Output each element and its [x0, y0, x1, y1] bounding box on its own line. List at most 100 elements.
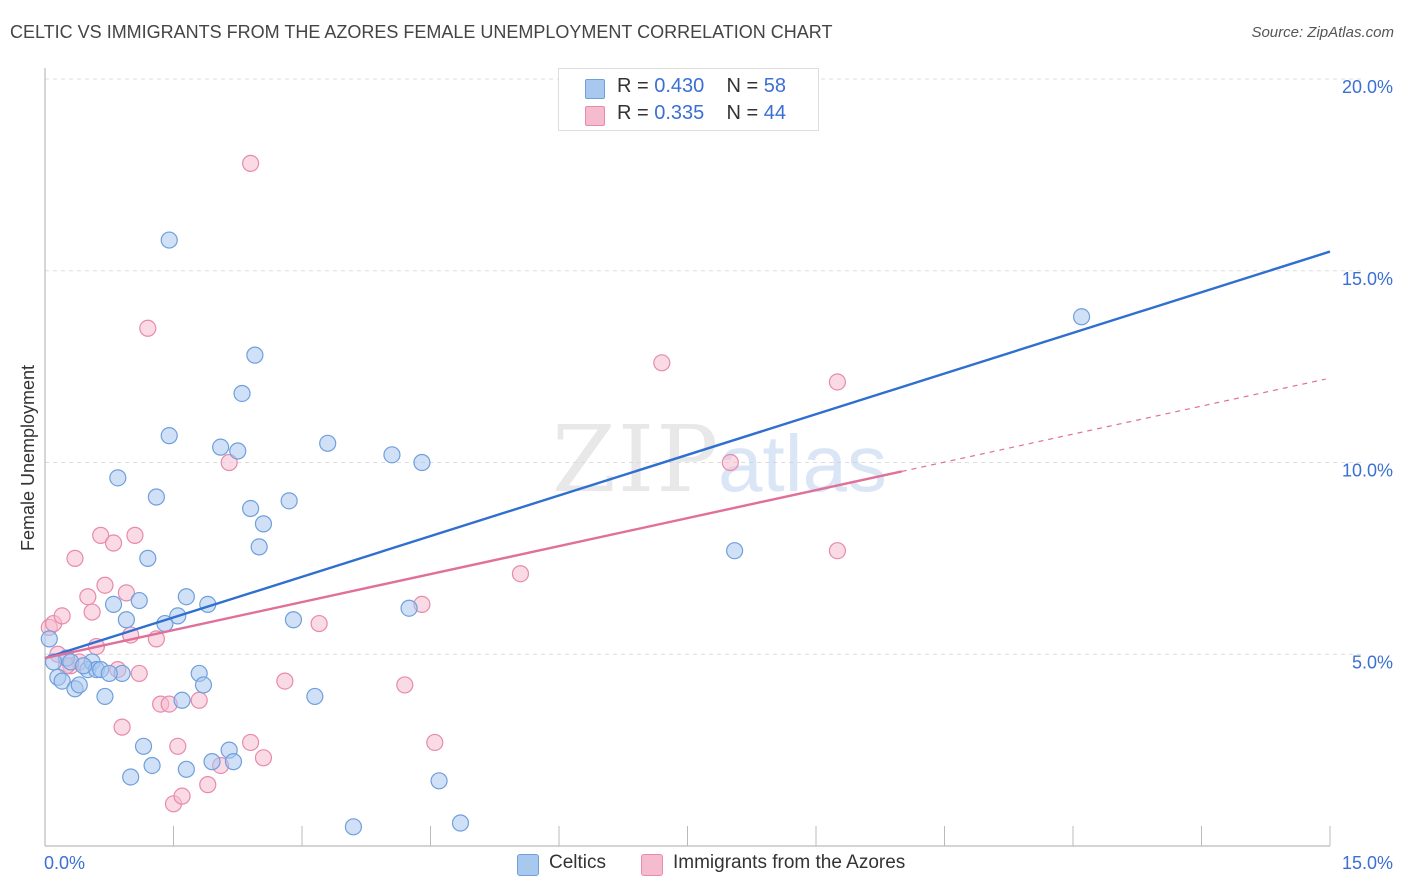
celtics-point [139, 549, 157, 567]
azores-point [79, 588, 97, 606]
y-axis-label: Female Unemployment [18, 365, 38, 551]
azores-point [169, 737, 187, 755]
celtics-point [177, 760, 195, 778]
azores-point [104, 534, 123, 552]
azores-point [117, 584, 135, 602]
watermark-atlas: atlas [718, 419, 887, 508]
stats-legend: R = 0.430 N = 58 R = 0.335 N = 44 [558, 68, 819, 131]
celtics-point [100, 664, 118, 683]
azores-point [83, 603, 101, 621]
azores-point [199, 776, 217, 794]
celtics-point [451, 814, 470, 832]
azores-point [173, 787, 191, 805]
celtics-point [306, 687, 324, 706]
celtics-point [224, 753, 243, 771]
azores-point [396, 676, 414, 694]
source-label: Source: ZipAtlas.com [1251, 24, 1394, 41]
celtics-points [40, 97, 1091, 836]
azores-point [653, 354, 671, 372]
azores-trend-line [44, 470, 902, 660]
celtics-point [250, 538, 268, 556]
celtics-point [413, 453, 431, 472]
x-tick-label: 0.0% [44, 853, 85, 873]
azores-n-value: 44 [763, 102, 787, 124]
celtics-point [96, 687, 114, 706]
azores-point [276, 672, 294, 690]
azores-point [426, 733, 444, 752]
azores-n-label: N = [726, 102, 759, 124]
celtics-point [160, 427, 178, 445]
celtics-legend-label: Celtics [549, 852, 607, 873]
celtics-point [242, 499, 260, 518]
azores-point [242, 733, 260, 752]
celtics-r-label: R = [617, 75, 649, 97]
celtics-point [319, 434, 337, 452]
chart-title: CELTIC VS IMMIGRANTS FROM THE AZORES FEM… [10, 22, 833, 42]
celtics-point [40, 630, 58, 648]
celtics-point [430, 772, 448, 790]
azores-r-label: R = [617, 102, 649, 124]
celtics-point [130, 591, 148, 610]
azores-trend-extension [901, 378, 1326, 473]
y-tick-label: 20.0% [1342, 77, 1393, 97]
azores-point [828, 373, 847, 391]
azores-point [126, 526, 144, 544]
azores-point [242, 154, 260, 172]
celtics-point [284, 611, 303, 629]
celtics-point [1072, 308, 1091, 326]
azores-legend-swatch [641, 854, 663, 876]
azores-point [828, 542, 847, 560]
celtics-point [400, 599, 418, 617]
y-tick-label: 10.0% [1342, 461, 1393, 481]
celtics-point [194, 676, 213, 694]
celtics-point [177, 588, 195, 606]
tick-labels: 5.0% 10.0% 15.0% 20.0% 0.0% 15.0% [44, 77, 1393, 873]
celtics-point [254, 515, 273, 533]
celtics-point [143, 756, 161, 775]
celtics-trend-line [44, 250, 1331, 660]
azores-point [310, 614, 328, 633]
celtics-point [233, 384, 251, 403]
celtics-swatch [585, 79, 605, 99]
azores-point [254, 749, 273, 767]
celtics-point [344, 818, 362, 836]
azores-point [92, 526, 110, 544]
celtics-point [212, 438, 230, 456]
azores-point [190, 691, 208, 709]
watermark-zip: ZIP [552, 406, 720, 513]
celtics-point [104, 595, 123, 613]
x-tick-label: 15.0% [1342, 853, 1393, 873]
celtics-point [70, 676, 88, 694]
azores-point [721, 453, 739, 472]
celtics-point [160, 231, 178, 249]
azores-point [511, 565, 530, 583]
axes [44, 68, 1331, 847]
celtics-point [117, 611, 135, 629]
celtics-n-label: N = [726, 75, 759, 97]
azores-point [130, 664, 148, 683]
celtics-point [173, 691, 191, 709]
watermark: ZIP atlas [552, 406, 887, 513]
celtics-r-value: 0.430 [654, 75, 705, 97]
azores-point [220, 453, 238, 472]
celtics-point [74, 657, 93, 675]
celtics-point [229, 442, 247, 460]
azores-swatch [585, 106, 605, 126]
azores-point [113, 718, 131, 736]
trend-lines [44, 250, 1331, 660]
celtics-point [726, 542, 744, 560]
azores-point [139, 319, 157, 337]
celtics-point [109, 469, 127, 487]
celtics-point [53, 672, 71, 690]
celtics-point [280, 492, 298, 510]
celtics-point [147, 488, 165, 506]
y-tick-label: 5.0% [1352, 652, 1393, 672]
azores-r-value: 0.335 [654, 102, 705, 124]
celtics-point [134, 737, 153, 755]
celtics-legend-swatch [517, 854, 539, 876]
azores-legend-label: Immigrants from the Azores [673, 852, 906, 873]
celtics-n-value: 58 [763, 75, 787, 97]
celtics-point [203, 753, 221, 771]
gridlines [45, 78, 1365, 655]
